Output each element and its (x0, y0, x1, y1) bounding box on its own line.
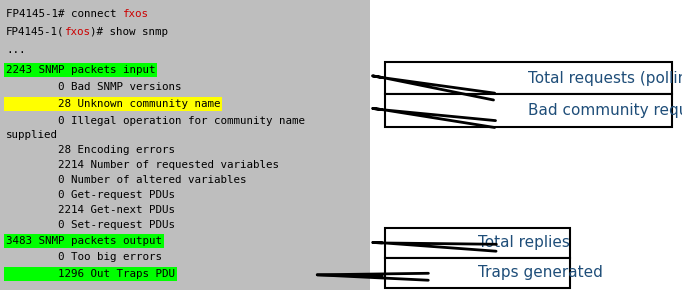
Text: 0 Get-request PDUs: 0 Get-request PDUs (6, 190, 175, 200)
Text: 28 Encoding errors: 28 Encoding errors (6, 145, 175, 155)
Text: 0 Number of altered variables: 0 Number of altered variables (6, 175, 246, 185)
Bar (385, 258, 570, 288)
Text: FP4145-1(: FP4145-1( (6, 27, 65, 37)
Text: 2214 Number of requested variables: 2214 Number of requested variables (6, 160, 279, 170)
Text: 3483 SNMP packets output: 3483 SNMP packets output (6, 236, 162, 246)
Text: Total requests (polling): Total requests (polling) (529, 70, 682, 86)
Text: 2214 Get-next PDUs: 2214 Get-next PDUs (6, 205, 175, 215)
Text: fxos: fxos (65, 27, 91, 37)
Text: 0 Bad SNMP versions: 0 Bad SNMP versions (6, 82, 181, 92)
Bar (385, 94, 672, 127)
Text: Total replies: Total replies (477, 235, 569, 251)
Text: 0 Set-request PDUs: 0 Set-request PDUs (6, 220, 175, 230)
Text: supplied: supplied (6, 130, 58, 140)
Bar (385, 62, 672, 94)
Text: ...: ... (6, 45, 25, 55)
Text: 0 Too big errors: 0 Too big errors (6, 252, 162, 262)
Text: 0 Illegal operation for community name: 0 Illegal operation for community name (6, 116, 305, 126)
Text: 1296 Out Traps PDU: 1296 Out Traps PDU (6, 269, 175, 279)
Text: )# show snmp: )# show snmp (91, 27, 168, 37)
Text: 28 Unknown community name: 28 Unknown community name (6, 99, 220, 109)
Bar (0, 0, 370, 290)
Text: 2243 SNMP packets input: 2243 SNMP packets input (6, 65, 155, 75)
Text: Traps generated: Traps generated (477, 266, 602, 280)
Text: fxos: fxos (123, 9, 149, 19)
Text: FP4145-1# connect: FP4145-1# connect (6, 9, 123, 19)
Text: Bad community requests (v2c): Bad community requests (v2c) (529, 103, 682, 118)
Bar (385, 228, 570, 258)
